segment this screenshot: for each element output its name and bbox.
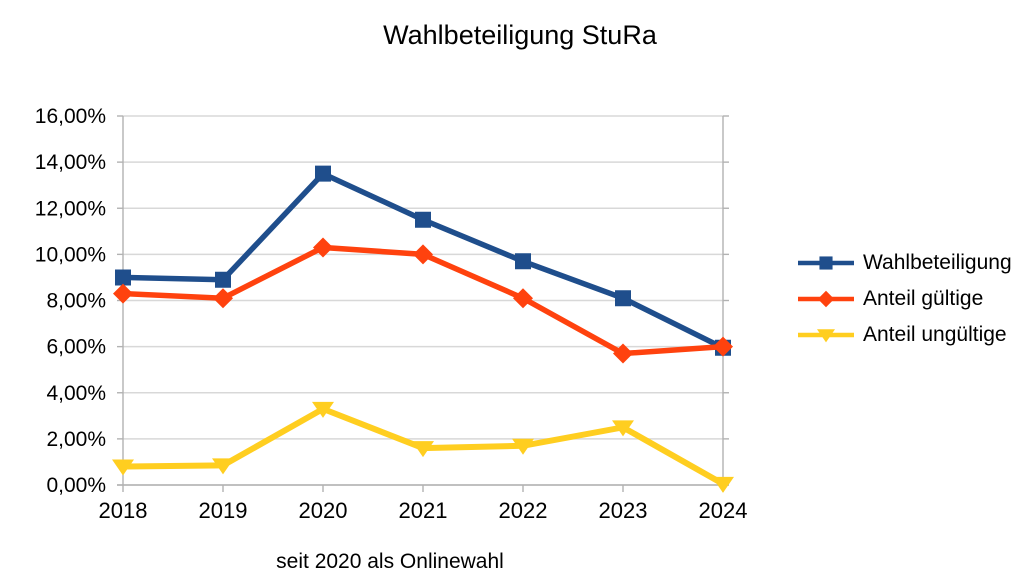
data-point-marker [612,420,634,437]
x-axis-label: 2018 [99,498,148,523]
legend-item-anteil-gueltige: Anteil gültige [797,281,1012,317]
data-point-marker [713,336,733,357]
x-axis-label: 2024 [699,498,748,523]
data-point-marker [515,253,531,270]
y-axis-label: 8,00% [46,290,106,313]
chart-subtitle: seit 2020 als Onlinewahl [276,550,504,573]
data-point-marker [212,458,234,475]
chart-title: Wahlbeteiligung StuRa [383,20,657,50]
legend-marker [817,290,835,308]
data-point-marker [512,438,534,455]
legend-marker [819,256,833,270]
legend-item-label: Anteil ungültige [863,323,1007,346]
data-point-marker [315,165,331,182]
data-point-marker [113,283,133,304]
x-axis-label: 2021 [399,498,448,523]
legend-item-anteil-ungueltige: Anteil ungültige [797,317,1012,353]
y-axis-label: 12,00% [35,197,106,220]
data-point-marker [413,244,433,265]
legend: Wahlbeteiligung Anteil gültige Anteil un… [797,245,1012,353]
y-axis-label: 0,00% [46,474,106,497]
data-point-marker [513,288,533,309]
data-point-marker [312,401,334,418]
legend-marker [816,329,836,343]
legend-item-wahlbeteiligung: Wahlbeteiligung [797,245,1012,281]
x-axis-label: 2023 [599,498,648,523]
data-point-marker [213,288,233,309]
y-axis-label: 16,00% [35,105,106,128]
legend-swatch-triangle-icon [798,329,854,343]
data-point-marker [215,271,231,288]
data-point-marker [115,269,131,286]
data-point-marker [712,476,734,493]
y-axis-label: 4,00% [46,382,106,405]
data-point-marker [415,211,431,228]
data-point-marker [615,290,631,307]
legend-swatch-square-icon [798,256,854,270]
data-point-marker [613,343,633,364]
legend-item-label: Anteil gültige [863,287,984,310]
legend-swatch-diamond-icon [798,290,854,308]
data-point-marker [412,441,434,458]
y-axis-label: 10,00% [35,243,106,266]
legend-item-label: Wahlbeteiligung [863,251,1012,274]
x-axis-label: 2019 [199,498,248,523]
y-axis-label: 2,00% [46,428,106,451]
data-point-marker [313,237,333,258]
x-axis-label: 2020 [299,498,348,523]
data-point-marker [112,459,134,476]
y-axis-label: 6,00% [46,336,106,359]
y-axis-label: 14,00% [35,151,106,174]
x-axis-label: 2022 [499,498,548,523]
